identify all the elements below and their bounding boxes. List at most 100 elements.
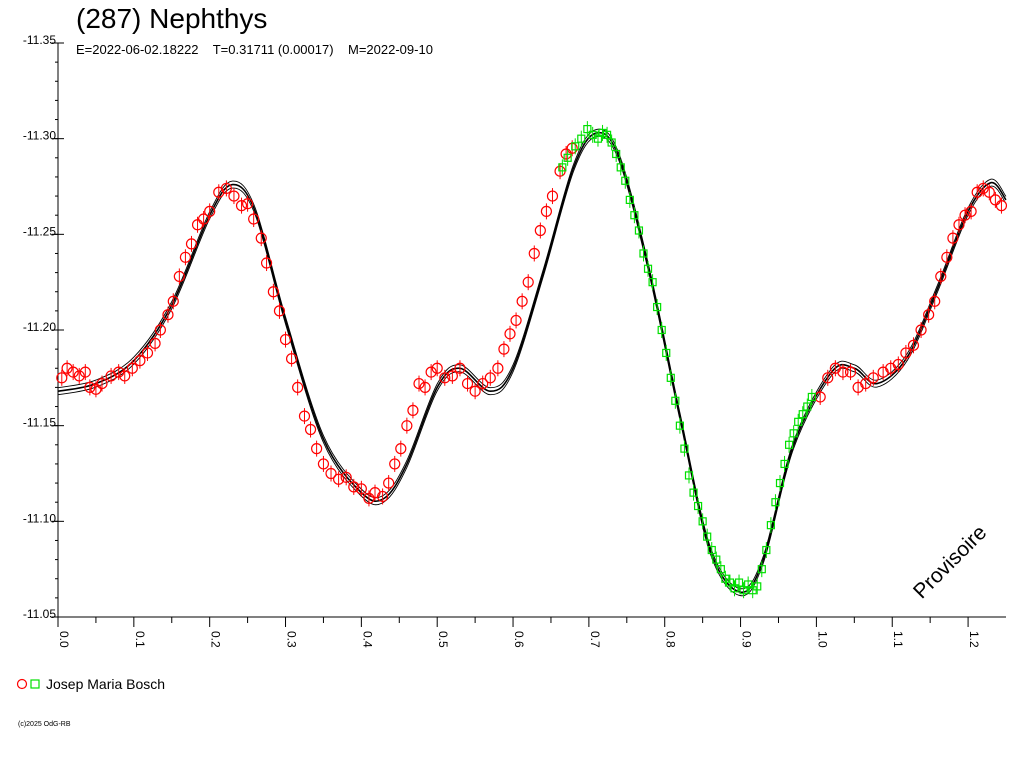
point-marker-circle bbox=[304, 423, 317, 436]
data-point bbox=[363, 490, 375, 507]
data-point bbox=[807, 388, 816, 405]
legend-label: Josep Maria Bosch bbox=[46, 676, 166, 692]
data-point bbox=[162, 306, 174, 323]
x-tick-label: 0.6 bbox=[512, 631, 526, 648]
data-point bbox=[639, 245, 648, 262]
point-marker-circle bbox=[461, 377, 474, 390]
point-marker-circle bbox=[504, 328, 516, 340]
data-point bbox=[684, 467, 694, 484]
point-marker-circle bbox=[242, 198, 254, 210]
point-marker-circle bbox=[61, 362, 73, 374]
data-point bbox=[977, 180, 989, 197]
data-point bbox=[900, 344, 912, 361]
data-point bbox=[546, 188, 559, 205]
data-point bbox=[803, 398, 812, 415]
point-marker-square bbox=[671, 396, 680, 405]
point-marker-circle bbox=[317, 458, 330, 470]
y-tick-label: -11.10 bbox=[23, 511, 56, 525]
data-point bbox=[607, 134, 616, 151]
point-marker-square bbox=[634, 226, 644, 235]
data-point bbox=[775, 475, 785, 492]
data-point bbox=[794, 413, 803, 430]
point-marker-square bbox=[744, 580, 753, 589]
data-point bbox=[255, 230, 267, 247]
data-point bbox=[965, 203, 977, 220]
data-point bbox=[413, 375, 425, 392]
y-tick-label: -11.15 bbox=[23, 416, 56, 430]
data-point bbox=[571, 138, 580, 155]
data-point bbox=[822, 369, 834, 386]
point-marker-square bbox=[771, 498, 780, 507]
chart-subtitle: E=2022-06-02.18222 T=0.31711 (0.00017) M… bbox=[76, 42, 433, 57]
point-marker-circle bbox=[492, 362, 504, 374]
data-point bbox=[376, 488, 389, 505]
copyright-text: (c)2025 OdG-RB bbox=[18, 721, 71, 728]
data-point bbox=[540, 203, 553, 220]
point-marker-circle bbox=[498, 343, 510, 355]
data-point bbox=[191, 216, 204, 233]
data-point bbox=[789, 425, 798, 442]
data-point bbox=[612, 145, 621, 162]
x-tick-label: 0.7 bbox=[588, 631, 602, 648]
point-marker-square bbox=[653, 302, 662, 312]
point-marker-square bbox=[577, 134, 586, 143]
x-tick-label: 0.9 bbox=[740, 631, 754, 648]
data-point bbox=[204, 203, 216, 220]
point-marker-square bbox=[558, 163, 567, 172]
point-marker-circle bbox=[185, 238, 198, 250]
data-point bbox=[492, 360, 504, 377]
data-point bbox=[484, 369, 496, 386]
data-point bbox=[947, 230, 959, 247]
data-point bbox=[563, 149, 572, 166]
point-marker-circle bbox=[141, 347, 154, 359]
point-marker-circle bbox=[198, 213, 210, 225]
point-marker-square bbox=[630, 211, 639, 220]
point-marker-circle bbox=[220, 182, 232, 195]
data-point bbox=[348, 478, 360, 495]
point-marker-circle bbox=[340, 471, 352, 483]
legend: Josep Maria Bosch bbox=[16, 676, 165, 692]
x-tick-label: 0.2 bbox=[209, 631, 223, 648]
point-marker-square bbox=[675, 421, 684, 430]
data-point bbox=[941, 249, 953, 266]
point-marker-circle bbox=[892, 358, 904, 371]
point-marker-circle bbox=[401, 420, 413, 432]
data-point bbox=[149, 335, 161, 352]
point-marker-circle bbox=[285, 353, 298, 365]
data-point bbox=[892, 356, 904, 373]
point-marker-circle bbox=[534, 224, 546, 237]
data-point bbox=[689, 484, 698, 501]
point-marker-circle bbox=[454, 362, 466, 374]
point-marker-circle bbox=[923, 309, 935, 321]
data-point bbox=[680, 440, 689, 457]
data-point bbox=[734, 574, 744, 591]
point-marker-circle bbox=[235, 200, 248, 212]
data-point bbox=[653, 299, 662, 316]
point-marker-square bbox=[693, 501, 703, 511]
y-tick-label: -11.20 bbox=[23, 320, 56, 334]
y-tick-label: -11.30 bbox=[23, 129, 56, 143]
point-marker-circle bbox=[292, 381, 304, 393]
data-point bbox=[154, 322, 166, 338]
data-point bbox=[311, 440, 323, 457]
point-marker-circle bbox=[363, 492, 375, 504]
point-marker-square bbox=[625, 195, 634, 204]
point-marker-circle bbox=[995, 200, 1008, 212]
point-marker-square bbox=[775, 478, 785, 488]
point-marker-circle bbox=[273, 305, 286, 317]
data-point bbox=[126, 360, 138, 377]
point-marker-circle bbox=[983, 186, 995, 198]
data-point bbox=[67, 364, 79, 381]
point-marker-circle bbox=[173, 270, 185, 283]
data-point bbox=[630, 207, 639, 224]
point-marker-square bbox=[739, 586, 748, 595]
data-point bbox=[837, 364, 849, 381]
data-point bbox=[739, 582, 748, 599]
data-point bbox=[558, 159, 567, 176]
point-marker-circle bbox=[126, 362, 138, 374]
point-marker-circle bbox=[425, 366, 437, 378]
point-marker-circle bbox=[149, 337, 161, 349]
data-point bbox=[522, 274, 534, 291]
point-marker-square bbox=[789, 429, 798, 438]
point-marker-square bbox=[730, 584, 739, 593]
